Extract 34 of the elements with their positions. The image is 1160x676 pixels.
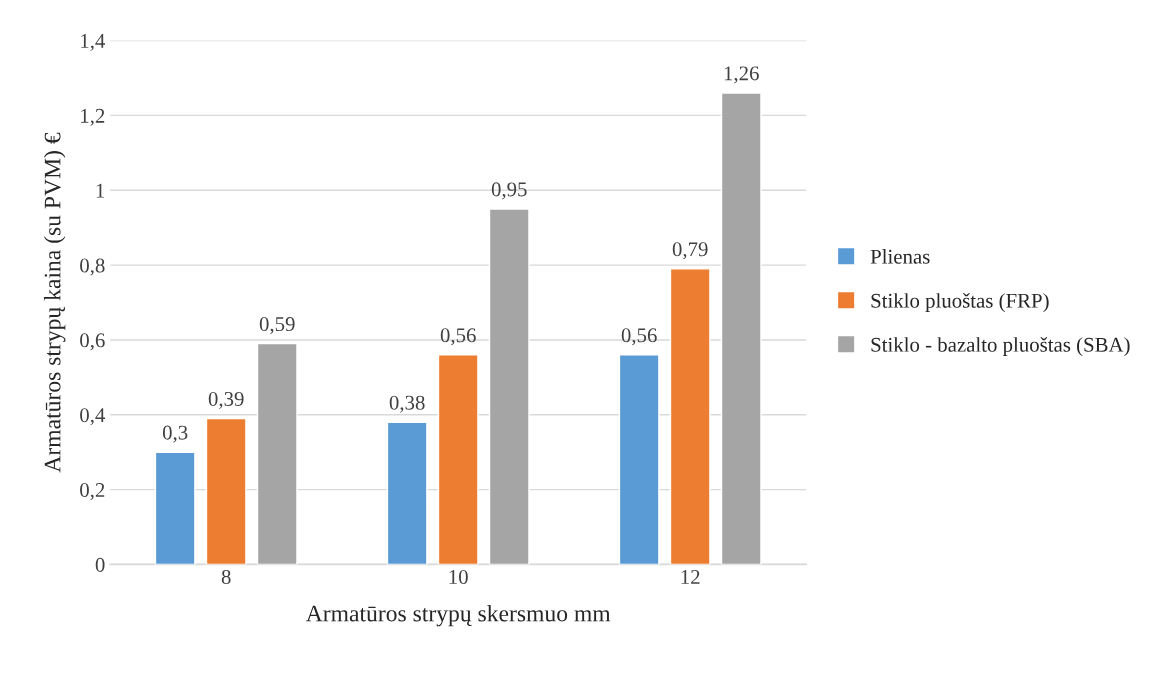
data-label: 0,38 — [389, 395, 425, 413]
legend-label: Plienas — [870, 249, 930, 264]
bar — [256, 342, 298, 565]
bar — [488, 208, 530, 565]
y-tick-label: 0,4 — [80, 408, 106, 426]
bar — [618, 354, 660, 565]
bar — [669, 268, 711, 565]
data-label: 0,39 — [208, 391, 244, 409]
bar — [205, 417, 247, 565]
y-tick-label: 0,2 — [80, 482, 105, 501]
y-tick-label: 1,2 — [81, 108, 105, 126]
data-label: 0,59 — [259, 317, 295, 335]
legend-label: Stiklo - bazalto pluoštas (SBA) — [871, 337, 1130, 357]
data-label: 0,3 — [162, 425, 188, 443]
bar — [154, 451, 196, 565]
y-tick-label: 0,8 — [80, 258, 105, 276]
data-label: 0,56 — [621, 328, 657, 346]
data-label: 1,26 — [724, 66, 759, 84]
x-tick-label: 12 — [681, 569, 700, 584]
y-tick-label: 1,4 — [81, 34, 106, 51]
bar — [437, 354, 479, 565]
y-axis-title: Armatūros strypų kaina (su PVM) € — [43, 132, 66, 473]
bar — [720, 92, 762, 565]
data-label: 0,95 — [491, 182, 527, 200]
x-axis-title: Armatūros strypų skersmuo mm — [305, 604, 611, 627]
x-tick-label: 8 — [221, 569, 231, 584]
legend-label: Stiklo pluoštas (FRP) — [871, 293, 1049, 313]
y-tick-label: 0,6 — [80, 333, 105, 351]
bar — [386, 421, 428, 565]
y-tick-label: 0 — [95, 557, 105, 572]
data-label: 0,56 — [440, 328, 476, 346]
data-label: 0,79 — [672, 242, 708, 260]
y-tick-label: 1 — [96, 183, 105, 198]
x-tick-label: 10 — [449, 569, 468, 584]
